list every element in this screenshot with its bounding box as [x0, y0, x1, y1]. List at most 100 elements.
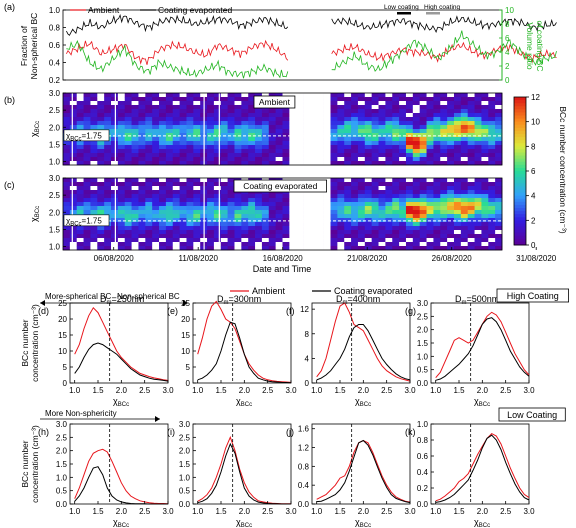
arrow-label-bottom: More Non-sphericity: [45, 409, 117, 418]
heatmap-cell: [90, 121, 98, 126]
heatmap-cell: [234, 226, 242, 231]
heatmap-cell: [371, 129, 379, 134]
heatmap-cell: [296, 141, 304, 146]
heatmap-cell: [351, 105, 359, 110]
heatmap-cell: [309, 222, 318, 227]
heatmap-cell: [255, 218, 263, 223]
heatmap-cell: [193, 214, 201, 219]
heatmap-cell: [399, 93, 407, 98]
heatmap-cell: [63, 194, 71, 199]
group-label-low-box: [498, 407, 566, 422]
heatmap-cell: [76, 161, 84, 166]
heatmap-cell: [131, 109, 139, 114]
heatmap-cell: [179, 190, 187, 195]
heatmap-cell: [227, 93, 235, 98]
heatmap-cell: [289, 141, 297, 146]
heatmap-cell: [179, 198, 187, 203]
heatmap-cell: [447, 246, 455, 251]
heatmap-cell: [234, 145, 242, 150]
heatmap-cell: [467, 210, 475, 215]
heatmap-cell: [241, 133, 249, 138]
heatmap-cell: [172, 157, 180, 162]
heatmap-cell: [289, 218, 297, 223]
heatmap-cell: [159, 109, 167, 114]
heatmap-cell: [255, 161, 263, 166]
heatmap-cell: [97, 97, 105, 102]
heatmap-cell: [323, 218, 331, 223]
heatmap-cell: [467, 178, 475, 183]
heatmap-cell: [193, 198, 201, 203]
heatmap-cell: [316, 157, 324, 162]
heatmap-cell: [69, 97, 78, 102]
heatmap-cell: [193, 141, 201, 146]
heatmap-cell: [378, 117, 386, 122]
heatmap-cell: [261, 198, 270, 203]
heatmap-cell: [419, 145, 427, 150]
heatmap-cell: [323, 125, 331, 130]
heatmap-cell: [138, 234, 146, 239]
heatmap-cell: [399, 105, 407, 110]
heatmap-cell: [433, 202, 441, 207]
heatmap-cell: [467, 121, 475, 126]
heatmap-cell: [399, 210, 407, 215]
heatmap-cell: [193, 206, 201, 211]
heatmap-cell: [289, 226, 297, 231]
heatmap-cell: [495, 178, 503, 183]
heatmap-cell: [405, 206, 414, 211]
heatmap-cell: [124, 222, 132, 227]
panel-a-y2label-1: Volume ratio: [525, 22, 535, 70]
heatmap-cell: [63, 230, 71, 235]
heatmap-cell: [481, 145, 489, 150]
heatmap-cell: [385, 121, 393, 126]
heatmap-cell: [488, 149, 496, 154]
heatmap-cell: [76, 210, 84, 215]
colorbar-segment: [514, 121, 526, 126]
heatmap-cell: [165, 214, 174, 219]
y-tick-label: 2.0: [417, 326, 429, 335]
heatmap-cell: [83, 246, 91, 251]
heatmap-cell: [426, 206, 434, 211]
heatmap-cell: [248, 133, 256, 138]
colorbar-tick-label: 0: [531, 241, 536, 250]
heatmap-cell: [303, 153, 311, 158]
heatmap-cell: [179, 178, 187, 183]
heatmap-cell: [495, 246, 503, 251]
heatmap-cell: [378, 178, 386, 183]
heatmap-cell: [255, 206, 263, 211]
heatmap-cell: [111, 186, 119, 191]
heatmap-cell: [255, 153, 263, 158]
heatmap-cell: [207, 141, 215, 146]
subplot-frame: [311, 423, 411, 505]
x-tick-label: 3.0: [404, 386, 416, 395]
heatmap-cell: [117, 117, 126, 122]
heatmap-cell: [145, 214, 153, 219]
heatmap-cell: [138, 206, 146, 211]
heatmap-cell: [261, 149, 270, 154]
heatmap-cell: [248, 161, 256, 166]
heatmap-cell: [488, 137, 496, 142]
heatmap-cell: [447, 194, 455, 199]
heatmap-cell: [495, 145, 503, 150]
heatmap-cell: [124, 238, 132, 243]
heatmap-cell: [124, 161, 132, 166]
heatmap-cell: [303, 157, 311, 162]
heatmap-cell: [90, 194, 98, 199]
heatmap-cell: [495, 113, 503, 118]
heatmap-cell: [426, 246, 434, 251]
heatmap-cell: [337, 153, 345, 158]
colorbar-segment: [514, 241, 526, 246]
heatmap-cell: [248, 157, 256, 162]
heatmap-cell: [303, 234, 311, 239]
heatmap-cell: [467, 93, 475, 98]
legend-ambient-label: Ambient: [88, 5, 120, 15]
heatmap-cell: [392, 238, 400, 243]
heatmap-cell: [412, 214, 420, 219]
heatmap-cell: [213, 178, 222, 183]
heatmap-cell: [124, 157, 132, 162]
panel-a-left-y-label: 0.8: [49, 24, 61, 33]
heatmap-cell: [460, 145, 469, 150]
heatmap-cell: [399, 149, 407, 154]
heatmap-cell: [378, 125, 386, 130]
heatmap-cell: [303, 218, 311, 223]
heatmap-cell: [159, 129, 167, 134]
